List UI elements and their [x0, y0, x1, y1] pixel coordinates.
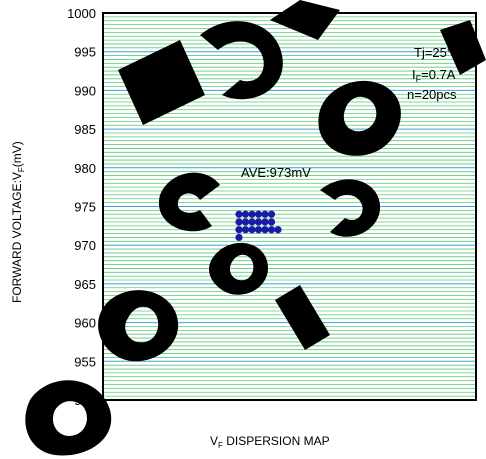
x-axis-title-rest: DISPERSION MAP: [223, 434, 330, 448]
data-point: [248, 211, 255, 218]
y-tick-label: 960: [74, 316, 96, 331]
y-tick-label: 975: [74, 200, 96, 215]
watermark-stroke-1: [118, 40, 205, 125]
data-point: [261, 218, 268, 225]
watermark-stroke-2: [200, 21, 283, 99]
data-point: [261, 211, 268, 218]
data-point: [255, 226, 262, 233]
watermark-stroke-10: [25, 380, 111, 455]
data-point: [235, 234, 242, 241]
y-axis-title-main: FORWARD VOLTAGE:V: [10, 172, 24, 303]
watermark-stroke-3: [270, 0, 340, 40]
data-point: [242, 218, 249, 225]
x-axis-title: VF DISPERSION MAP: [210, 434, 330, 450]
data-point: [235, 218, 242, 225]
data-point: [255, 211, 262, 218]
data-point: [261, 226, 268, 233]
data-point: [274, 226, 281, 233]
watermark-stroke-6: [320, 179, 380, 236]
y-tick-label: 965: [74, 277, 96, 292]
condition-current-rest: =0.7A: [421, 67, 456, 82]
data-point: [255, 218, 262, 225]
data-point: [248, 218, 255, 225]
y-axis-title: FORWARD VOLTAGE:VF(mV): [10, 141, 26, 303]
y-tick-label: 970: [74, 238, 96, 253]
y-tick-label: 955: [74, 354, 96, 369]
y-tick-label: 980: [74, 161, 96, 176]
y-axis-title-rest: (mV): [10, 141, 24, 167]
x-axis-title-main: V: [210, 434, 218, 448]
data-point: [248, 226, 255, 233]
data-point: [242, 226, 249, 233]
data-point: [235, 226, 242, 233]
data-point: [242, 211, 249, 218]
data-point: [268, 211, 275, 218]
y-tick-labels: 9509559609659709759809859909951000: [67, 6, 96, 408]
y-tick-label: 990: [74, 83, 96, 98]
condition-current: IF=0.7A: [412, 67, 456, 84]
watermark-stroke-9: [98, 290, 178, 361]
watermark-stroke-8: [275, 285, 330, 350]
data-point: [268, 218, 275, 225]
data-point: [268, 226, 275, 233]
average-label: AVE:973mV: [241, 165, 311, 180]
y-tick-label: 985: [74, 122, 96, 137]
y-tick-label: 995: [74, 45, 96, 60]
watermark-stroke-5: [159, 173, 220, 232]
data-point: [235, 211, 242, 218]
condition-sample-count: n=20pcs: [407, 87, 457, 102]
y-tick-label: 1000: [67, 6, 96, 21]
